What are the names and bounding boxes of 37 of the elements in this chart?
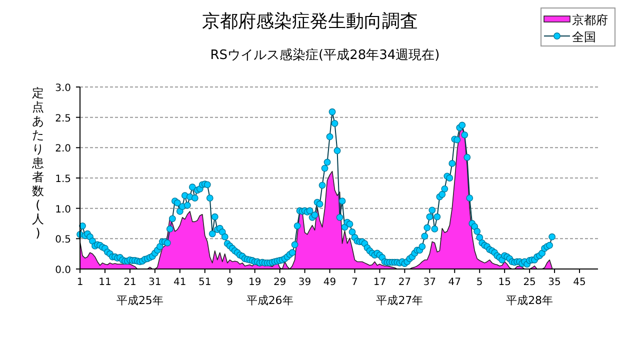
x-tick-label: 47 <box>448 277 462 288</box>
x-tick-label: 41 <box>174 277 186 288</box>
x-tick-label: 15 <box>498 277 511 288</box>
y-axis-title: 定点あたり患者数(人) <box>32 86 44 240</box>
y-tick-label: 3.0 <box>55 83 71 94</box>
y-tick-label: 0.0 <box>55 265 71 276</box>
x-tick-label: 51 <box>198 277 212 288</box>
x-tick-label: 39 <box>298 277 312 288</box>
legend-label: 京都府 <box>572 13 608 27</box>
text: 平成28年 <box>506 294 554 307</box>
x-tick-label: 5 <box>476 277 483 288</box>
x-tick-label: 21 <box>124 277 136 288</box>
x-tick-label: 1 <box>76 277 84 288</box>
x-tick-label: 29 <box>273 277 286 288</box>
x-tick-label: 25 <box>523 277 536 288</box>
text: 平成25年 <box>116 294 164 307</box>
x-tick-label: 17 <box>373 277 386 288</box>
text: 平成26年 <box>246 294 294 307</box>
y-tick-label: 0.5 <box>55 234 71 246</box>
x-tick-label: 37 <box>423 277 436 288</box>
chart-title: 京都府感染症発生動向調査 <box>202 11 418 32</box>
legend-label: 全国 <box>572 30 596 44</box>
x-tick-label: 7 <box>352 277 358 288</box>
y-tick-label: 2.5 <box>55 113 71 124</box>
y-tick-label: 2.0 <box>55 144 71 155</box>
chart-subtitle: RSウイルス感染症(平成28年34週現在) <box>210 48 440 63</box>
x-tick-label: 9 <box>226 277 234 288</box>
y-tick-label: 1.0 <box>55 204 71 216</box>
x-tick-label: 45 <box>573 277 586 288</box>
text: 平成27年 <box>376 294 424 307</box>
x-tick-label: 27 <box>398 277 412 288</box>
x-tick-label: 31 <box>148 277 162 288</box>
y-tick-label: 1.5 <box>55 174 71 185</box>
x-tick-label: 49 <box>323 277 336 288</box>
x-tick-label: 35 <box>548 277 561 288</box>
x-tick-label: 19 <box>248 277 262 288</box>
x-tick-label: 11 <box>98 277 112 288</box>
